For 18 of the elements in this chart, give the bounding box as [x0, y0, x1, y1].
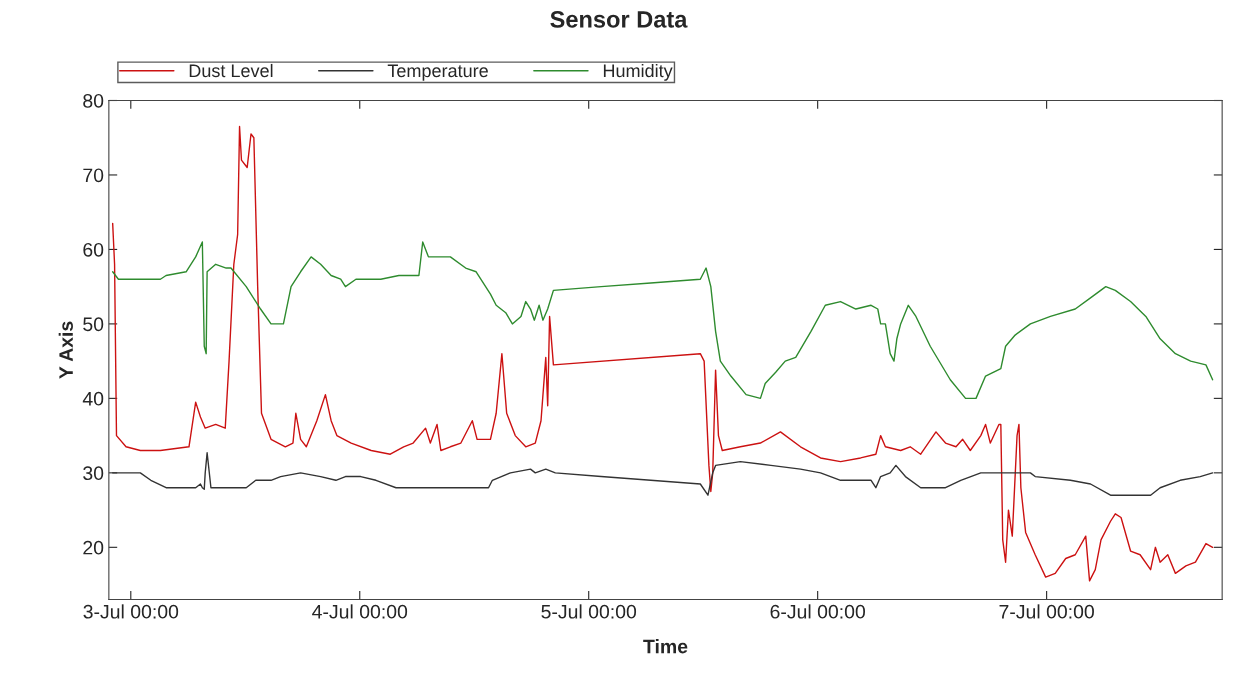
x-tick-label: 5-Jul 00:00: [541, 604, 637, 619]
legend-label: Temperature: [387, 64, 488, 81]
y-tick-label: 40: [82, 391, 104, 406]
x-tick-label: 3-Jul 00:00: [83, 604, 179, 619]
y-tick-label: 30: [83, 466, 104, 481]
y-tick-label: 50: [83, 317, 104, 332]
y-tick-label: 60: [83, 242, 104, 257]
y-tick-label: 70: [83, 168, 104, 183]
legend-label: Humidity: [603, 63, 673, 81]
y-tick-label: 20: [83, 540, 104, 555]
y-tick-label: 80: [83, 93, 104, 108]
x-axis-title: Time: [643, 639, 688, 654]
x-tick-label: 4-Jul 00:00: [312, 604, 408, 619]
legend-label: Dust Level: [189, 63, 273, 78]
x-tick-label: 7-Jul 00:00: [999, 604, 1094, 619]
y-axis-title: Y Axis: [58, 321, 73, 379]
x-tick-label: 6-Jul 00:00: [770, 604, 866, 619]
chart-title: Sensor Data: [550, 11, 688, 28]
